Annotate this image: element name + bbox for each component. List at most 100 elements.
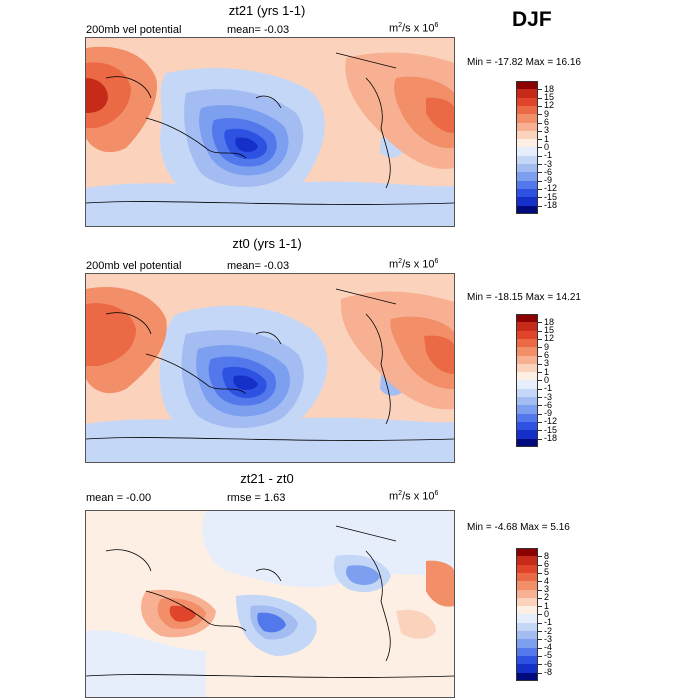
colorbar-tick-label: -1	[544, 383, 553, 394]
colorbar-tick-label: 6	[544, 117, 550, 127]
panel3-title: zt21 - zt0	[240, 471, 294, 486]
colorbar-tick-label: 6	[544, 350, 550, 360]
colorbar-swatch	[516, 180, 538, 190]
colorbar-tick	[538, 322, 542, 324]
colorbar-tick	[538, 114, 542, 116]
panel2-variable-label: 200mb vel potential	[86, 260, 182, 272]
colorbar-tick-label: -6	[544, 399, 553, 410]
colorbar-swatch	[516, 372, 538, 381]
colorbar-tick	[538, 438, 542, 440]
panel3-minmax-label: Min = -4.68 Max = 5.16	[467, 522, 570, 533]
colorbar-swatch	[516, 89, 538, 99]
colorbar-tick	[538, 147, 542, 149]
colorbar-swatch	[516, 363, 538, 373]
colorbar-swatch	[516, 97, 538, 107]
colorbar-tick	[538, 338, 542, 340]
colorbar-tick	[538, 355, 542, 357]
colorbar-tick-label: 18	[544, 83, 555, 94]
colorbar-swatch	[516, 155, 538, 165]
colorbar-tick	[538, 363, 542, 365]
colorbar-swatch	[516, 147, 538, 157]
colorbar-swatch	[516, 672, 538, 682]
colorbar-tick	[538, 397, 542, 398]
colorbar-swatch	[516, 388, 538, 398]
colorbar-tick	[538, 614, 542, 616]
colorbar-tick-label: 9	[544, 108, 550, 119]
colorbar-tick-label: -1	[544, 617, 553, 628]
colorbar-tick	[538, 164, 542, 165]
colorbar-swatch	[516, 164, 538, 173]
colorbar-tick-label: 15	[544, 92, 555, 103]
colorbar-swatch	[516, 438, 538, 448]
colorbar-tick	[538, 180, 542, 182]
colorbar-swatch	[516, 606, 538, 615]
panel2-map	[85, 273, 455, 463]
colorbar-tick	[538, 581, 542, 583]
colorbar-tick	[538, 421, 542, 423]
colorbar-tick	[538, 155, 542, 157]
colorbar-swatch	[516, 405, 538, 415]
colorbar-tick	[538, 405, 542, 407]
colorbar-tick-label: -3	[544, 633, 553, 644]
colorbar-tick	[538, 89, 542, 91]
colorbar-swatch	[516, 355, 538, 365]
colorbar-tick-label: -1	[544, 150, 553, 161]
colorbar-swatch	[516, 664, 538, 673]
panel2-contour-plot	[86, 274, 454, 462]
colorbar-tick	[538, 556, 542, 558]
colorbar-swatch	[516, 197, 538, 206]
colorbar-swatch	[516, 548, 538, 557]
colorbar-swatch	[516, 322, 538, 332]
colorbar-tick	[538, 139, 542, 141]
panel1-units-label: m2/s x 106	[389, 22, 439, 35]
panel3-rmse-label: rmse = 1.63	[227, 492, 286, 504]
colorbar-swatch	[516, 421, 538, 431]
colorbar-tick-label: -12	[544, 416, 558, 427]
colorbar-tick-label: 1	[544, 600, 550, 611]
colorbar-tick	[538, 347, 542, 349]
colorbar-tick-label: -3	[544, 158, 553, 169]
colorbar-tick	[538, 606, 542, 608]
colorbar-swatch	[516, 597, 538, 607]
colorbar-swatch	[516, 631, 538, 640]
panel3-map	[85, 510, 455, 698]
colorbar-tick	[538, 589, 542, 591]
panel1-variable-label: 200mb vel potential	[86, 24, 182, 36]
colorbar-swatch	[516, 338, 538, 348]
panel2-minmax-label: Min = -18.15 Max = 14.21	[467, 292, 581, 303]
colorbar-tick-label: 3	[544, 125, 550, 136]
colorbar-swatch	[516, 188, 538, 198]
colorbar-tick	[538, 330, 542, 332]
colorbar-tick-label: -9	[544, 175, 553, 186]
colorbar-swatch	[516, 397, 538, 406]
colorbar-tick-label: 8	[544, 550, 550, 561]
colorbar-tick-label: 4	[544, 575, 550, 586]
panel2-title: zt0 (yrs 1-1)	[232, 236, 302, 251]
colorbar-tick-label: -18	[544, 433, 558, 443]
colorbar-swatch	[516, 614, 538, 624]
colorbar-tick	[538, 664, 542, 666]
colorbar-tick	[538, 413, 542, 415]
colorbar-tick-label: -4	[544, 642, 553, 653]
colorbar-tick-label: 9	[544, 341, 550, 352]
colorbar-tick-label: -6	[544, 166, 553, 177]
colorbar-tick-label: 0	[544, 608, 550, 619]
colorbar-tick	[538, 672, 542, 674]
panel2-units-label: m2/s x 106	[389, 258, 439, 271]
colorbar-tick	[538, 430, 542, 432]
colorbar-swatch	[516, 413, 538, 423]
panel3-contour-plot	[86, 511, 454, 697]
colorbar-tick	[538, 205, 542, 207]
panel1-mean-label: mean= -0.03	[227, 24, 290, 36]
panel2-mean-label: mean= -0.03	[227, 260, 290, 272]
panel1-minmax-label: Min = -17.82 Max = 16.16	[467, 57, 581, 68]
colorbar-tick-label: 6	[544, 559, 550, 570]
colorbar-swatch	[516, 314, 538, 323]
colorbar-swatch	[516, 172, 538, 182]
colorbar-swatch	[516, 655, 538, 665]
colorbar-tick-label: 3	[544, 358, 550, 369]
colorbar-tick-label: -9	[544, 408, 553, 419]
colorbar-swatch	[516, 330, 538, 340]
colorbar-tick-label: -6	[544, 658, 553, 669]
colorbar-swatch	[516, 564, 538, 574]
